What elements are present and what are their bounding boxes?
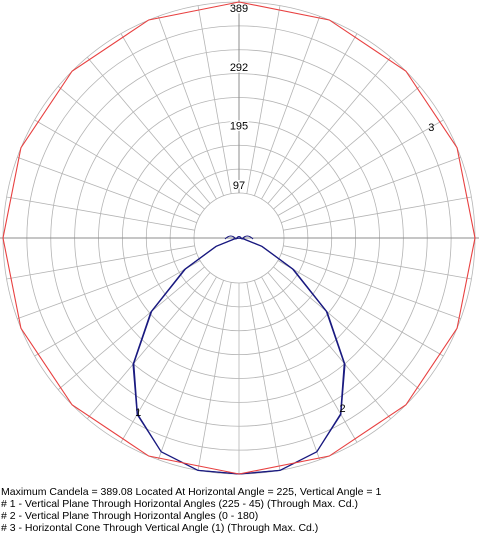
grid-spoke	[261, 33, 358, 200]
grid-spoke	[281, 253, 461, 320]
grid-spoke	[34, 119, 201, 216]
grid-spoke	[267, 56, 392, 204]
grid-spoke	[157, 16, 224, 196]
series-curves	[2, 1, 476, 475]
grid-spoke	[197, 282, 232, 471]
ring-label: 97	[233, 180, 245, 192]
grid-spoke	[86, 272, 211, 420]
grid-spoke	[17, 253, 197, 320]
grid-spoke	[273, 85, 421, 210]
grid-spoke	[120, 33, 217, 200]
polar-candela-chart: 97 195 292 389 1 2 3	[0, 0, 479, 475]
grid-spoke	[267, 272, 392, 420]
legend-entry-1: # 1 - Vertical Plane Through Horizontal …	[1, 498, 358, 510]
ring-label: 389	[230, 3, 248, 15]
grid-spoke	[34, 260, 201, 357]
grid-spoke	[277, 119, 444, 216]
ring-label: 292	[230, 62, 248, 74]
grid-spoke	[86, 56, 211, 204]
grid-spoke	[277, 260, 444, 357]
grid-spoke	[17, 156, 197, 223]
series-labels: 1 2 3	[135, 122, 434, 419]
grid-spoke	[197, 5, 232, 194]
series-label-2: 2	[339, 403, 345, 415]
grid-spoke	[6, 196, 195, 231]
ring-labels: 97 195 292 389	[228, 2, 249, 194]
grid-spoke	[57, 266, 205, 391]
grid-spoke	[283, 245, 472, 280]
ring-label: 195	[230, 121, 248, 133]
grid-spoke	[157, 280, 224, 460]
grid-spoke	[281, 156, 461, 223]
grid-spoke	[283, 196, 472, 231]
legend-entry-3: # 3 - Horizontal Cone Through Vertical A…	[1, 522, 319, 534]
grid-spoke	[246, 5, 281, 194]
series-3-curve	[2, 1, 476, 475]
series-label-1: 1	[135, 407, 141, 419]
grid-spoke	[273, 266, 421, 391]
grid-spoke	[246, 282, 281, 471]
series-label-3: 3	[428, 122, 434, 134]
grid-spoke	[254, 16, 321, 196]
legend-entry-2: # 2 - Vertical Plane Through Horizontal …	[1, 510, 259, 522]
max-candela-text: Maximum Candela = 389.08 Located At Hori…	[1, 486, 382, 498]
grid-spoke	[57, 85, 205, 210]
grid-spoke	[254, 280, 321, 460]
polar-axes	[0, 0, 479, 239]
top-ripple	[224, 235, 254, 240]
grid-spoke	[6, 245, 195, 280]
